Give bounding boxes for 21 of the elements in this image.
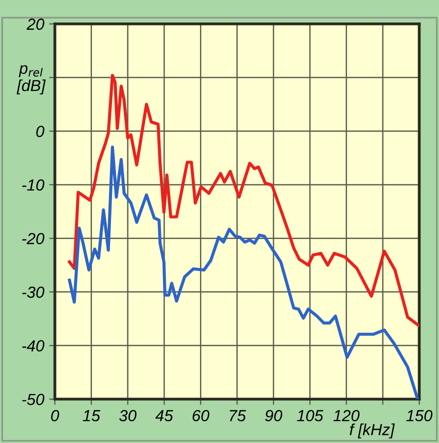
y-tick-label: -10 (22, 179, 44, 191)
x-tick-label: 105 (297, 410, 324, 422)
x-tick-label: 90 (265, 410, 282, 422)
x-tick-label: 60 (192, 410, 210, 422)
y-tick-label: -20 (22, 232, 44, 244)
line-series (68, 74, 420, 327)
y-tick-label: -50 (22, 394, 44, 406)
x-axis-title: f [kHz] (350, 424, 395, 438)
x-tick-label: 15 (82, 410, 100, 422)
x-tick-label: 75 (230, 410, 246, 422)
x-tick-label: 150 (406, 410, 432, 422)
y-tick-label: 0 (36, 126, 44, 138)
y-tick-label: -30 (22, 286, 44, 298)
y-axis-title: p$_{rel}$ [dB] (16, 65, 46, 94)
x-tick-label: 30 (119, 410, 136, 422)
y-tick-label: 20 (26, 18, 44, 30)
x-tick-label: 45 (155, 410, 174, 422)
x-tick-label: 0 (51, 410, 60, 422)
line-series (68, 146, 419, 400)
y-tick-label: -40 (22, 340, 44, 352)
x-tick-label: 120 (333, 410, 360, 422)
